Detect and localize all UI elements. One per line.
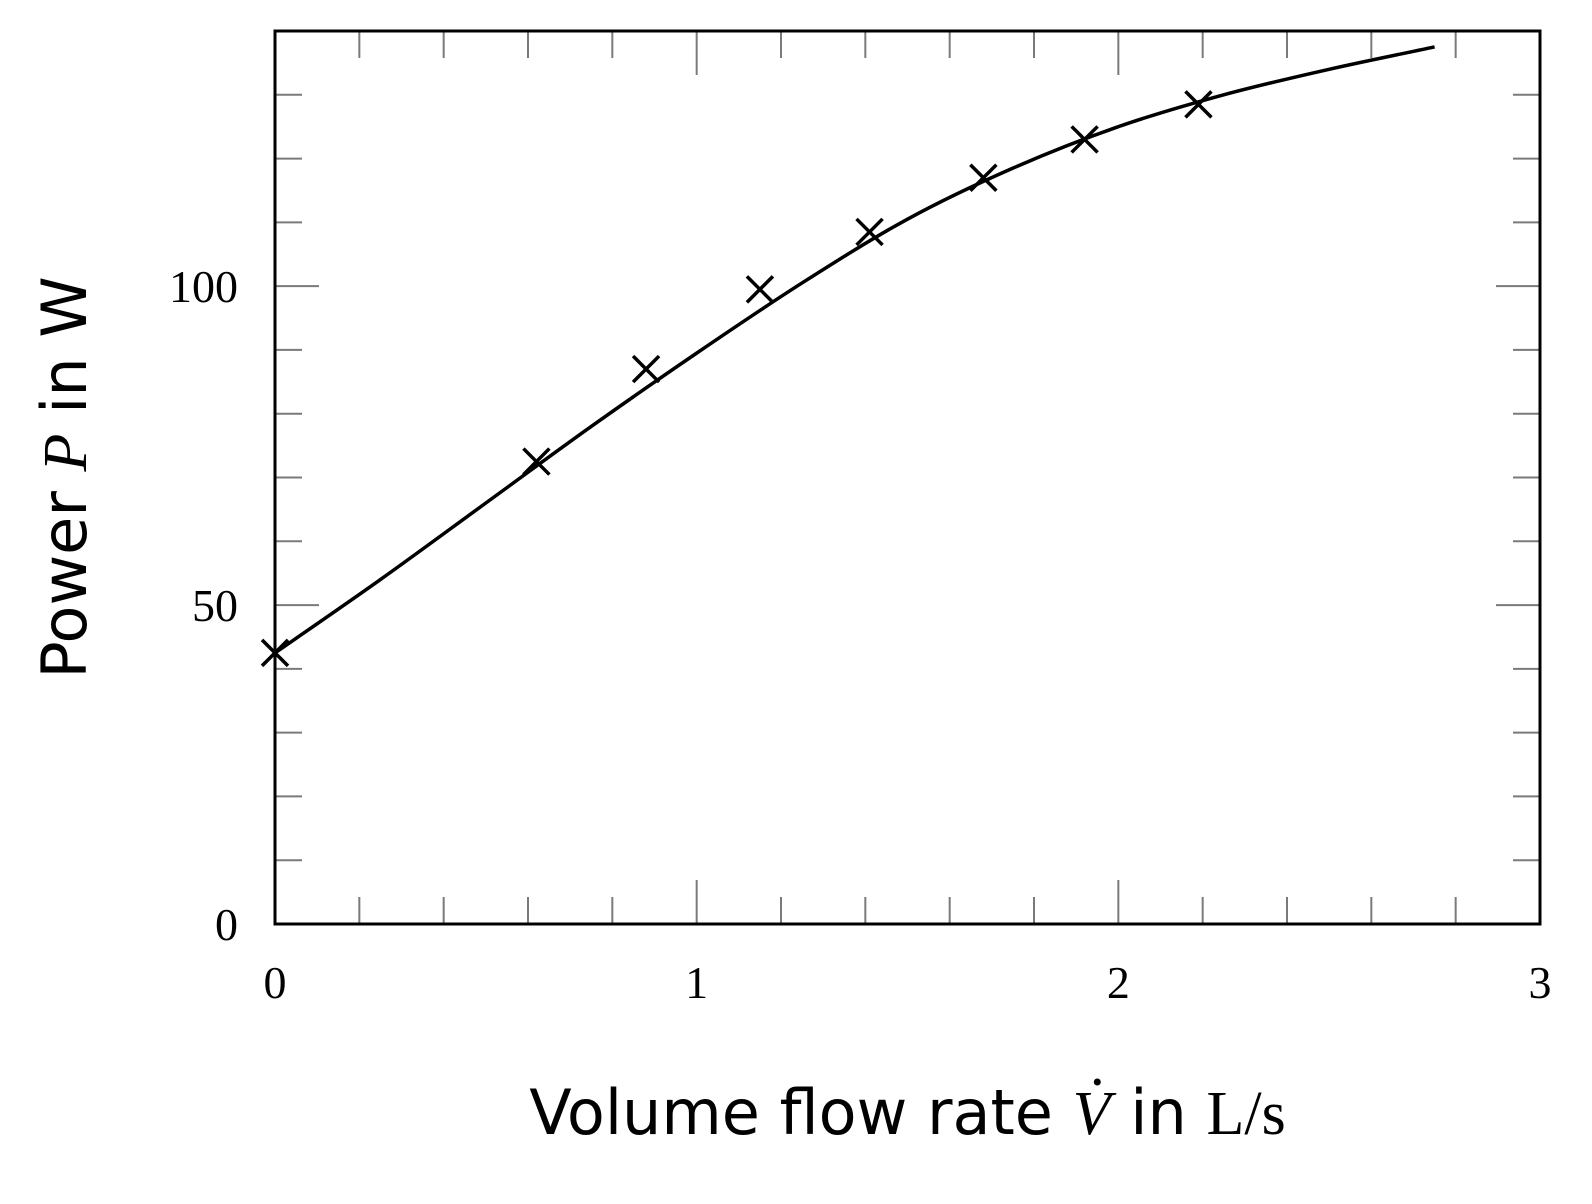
data-point	[969, 163, 998, 192]
x-axis-title-unit: L/s	[1206, 1080, 1285, 1148]
x-axis-title-symbol: V	[1073, 1080, 1117, 1148]
data-point	[1184, 90, 1213, 119]
x-axis-title-dot-accent	[1093, 1078, 1101, 1086]
data-point	[631, 354, 661, 384]
y-axis-title-unit: W	[28, 276, 101, 337]
x-axis-title: Volume flow rate V in L/s	[529, 1076, 1285, 1149]
y-tick-label: 0	[215, 899, 238, 950]
data-point	[522, 447, 551, 476]
x-tick-label: 3	[1529, 957, 1552, 1008]
y-axis-title-prefix: Power	[28, 471, 101, 678]
x-axis-title-prefix: Volume flow rate	[529, 1076, 1072, 1149]
data-point	[855, 217, 884, 247]
axis-ticks	[275, 31, 1540, 924]
tick-labels: 0 1 2 3 0 50 100	[169, 261, 1552, 1008]
x-tick-label: 0	[264, 957, 287, 1008]
y-axis-title: Power P in W	[28, 276, 101, 678]
x-axis-title-connector: in	[1111, 1076, 1207, 1149]
y-tick-label: 100	[169, 261, 238, 312]
x-tick-label: 2	[1107, 957, 1130, 1008]
data-point	[745, 275, 775, 304]
fit-curve	[274, 45, 1435, 655]
data-markers	[260, 90, 1213, 668]
fit-curve-layer	[274, 45, 1435, 655]
x-tick-label: 1	[685, 957, 708, 1008]
data-point	[1070, 125, 1099, 154]
y-axis-title-symbol: P	[32, 434, 100, 473]
y-tick-label: 50	[192, 580, 238, 631]
y-axis-title-connector: in	[28, 338, 101, 434]
plot-frame	[273, 29, 1542, 926]
